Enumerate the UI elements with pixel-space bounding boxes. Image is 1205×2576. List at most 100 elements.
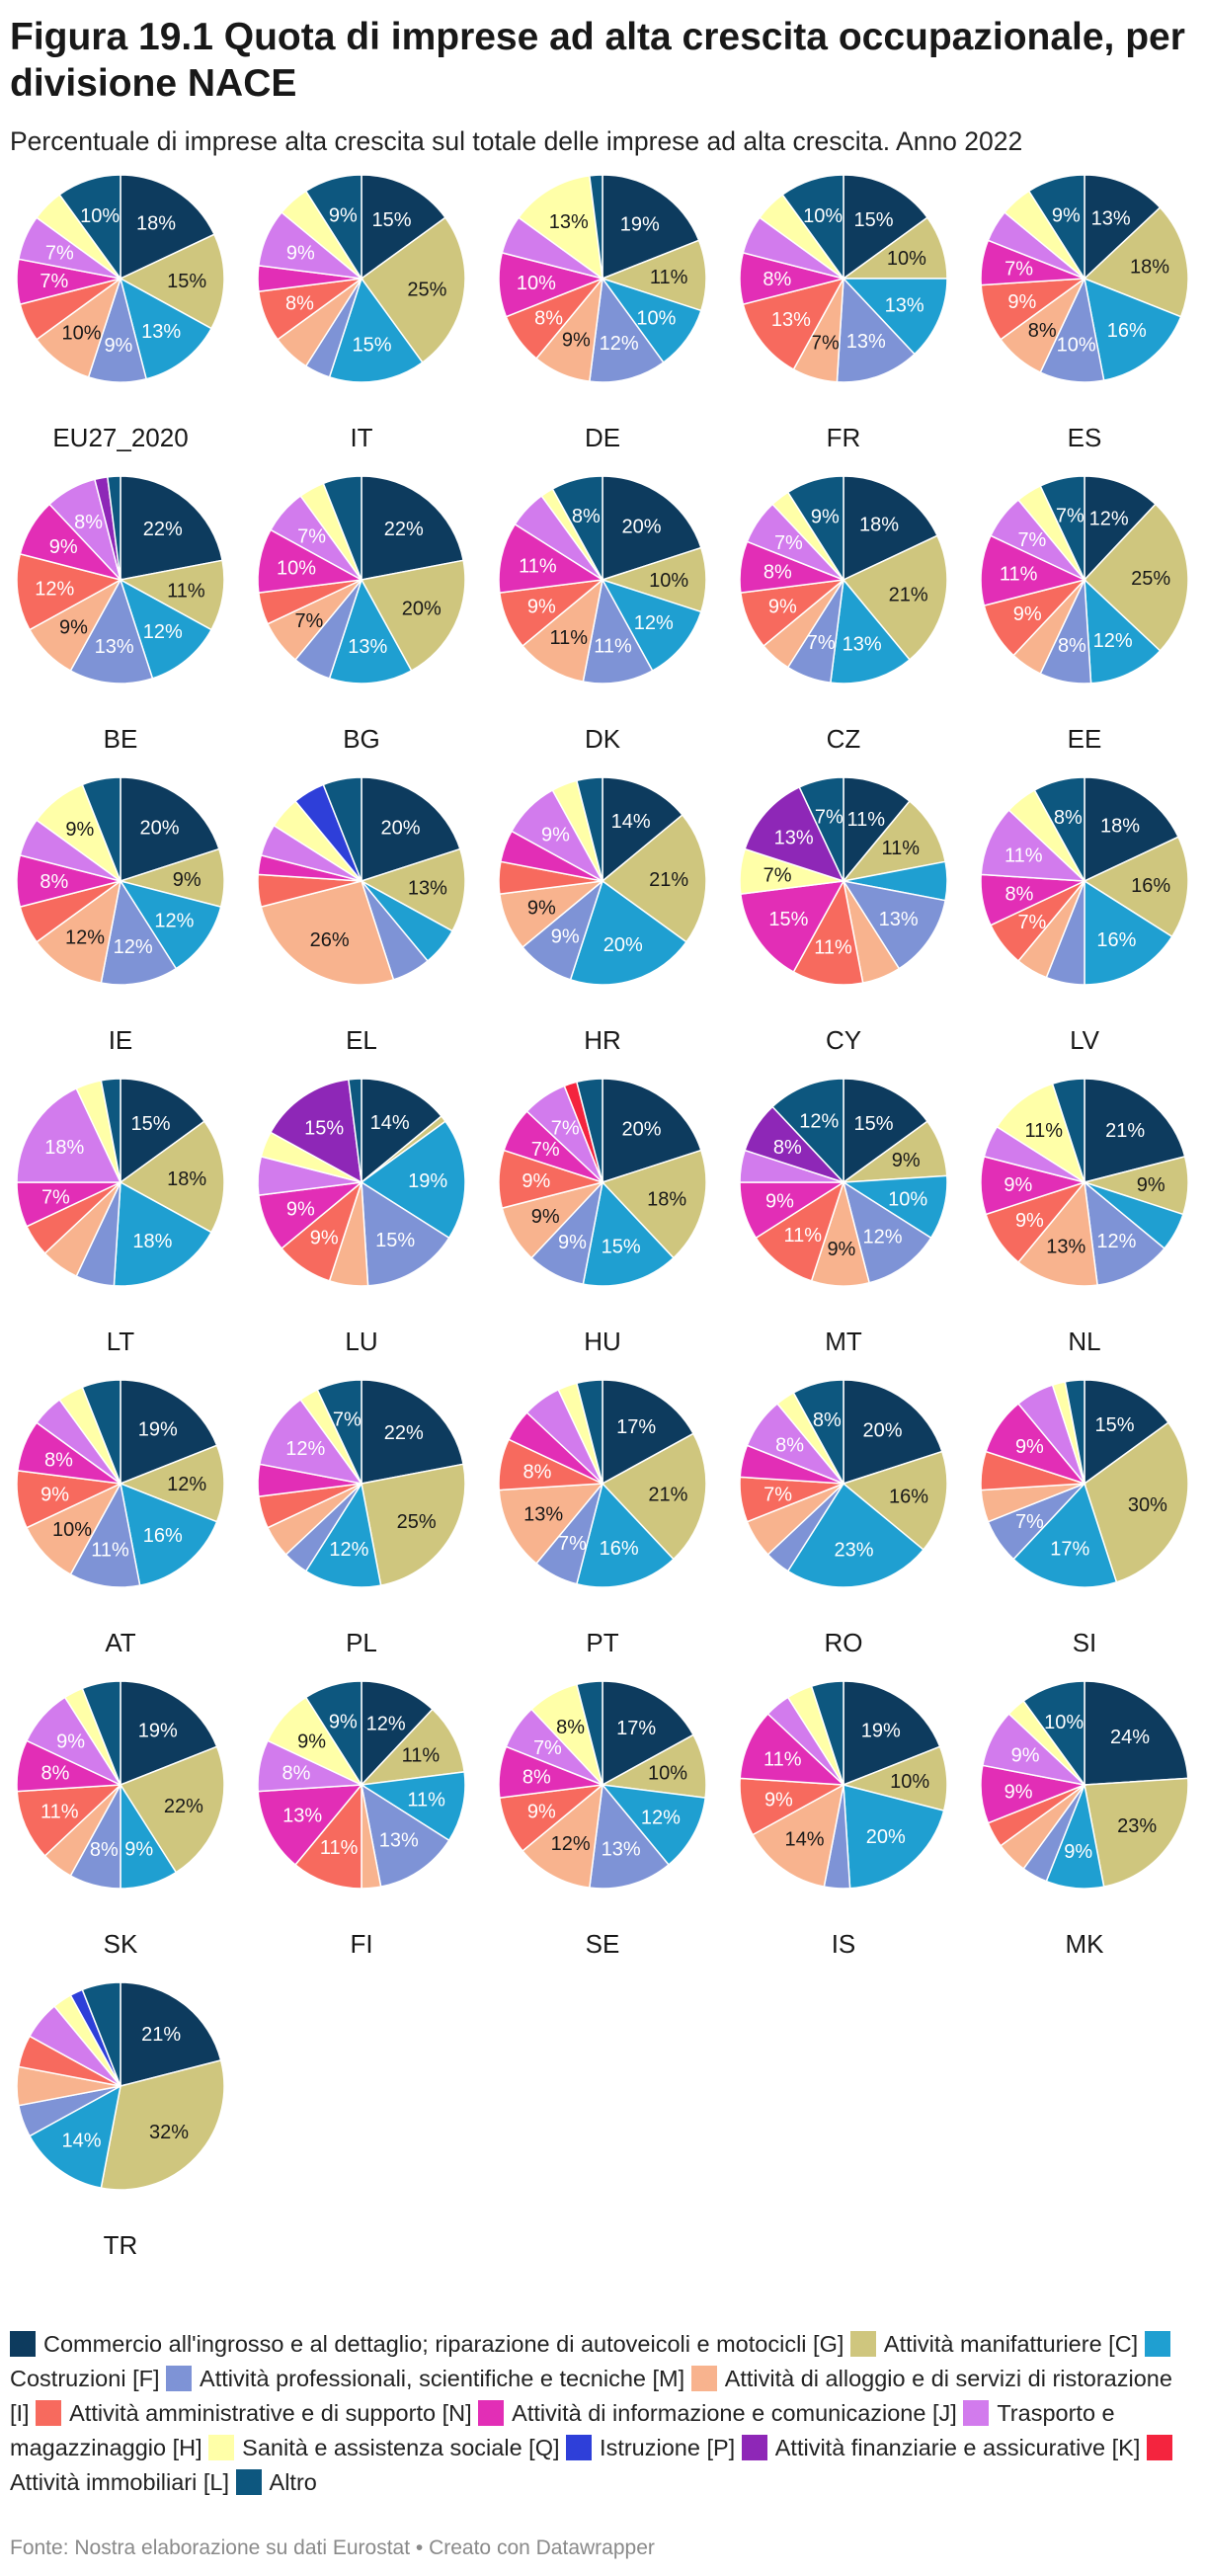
value-label-IE-J: 8% (40, 871, 68, 893)
country-label-LT: LT (107, 1327, 135, 1356)
value-label-HU-J: 7% (531, 1139, 560, 1161)
slice-EU27_2020-G (120, 174, 216, 281)
value-label-FR-J: 8% (763, 269, 791, 290)
slice-PT-C (601, 1432, 707, 1561)
pie-PL: 22% 25% 12% 12% 7% PL (257, 1379, 466, 1657)
slice-BE-O (107, 475, 121, 581)
slice-FR-G (843, 174, 928, 281)
slice-MT-O (771, 1078, 844, 1184)
slice-AT-F (120, 1482, 218, 1587)
legend-item-L: Attività immobiliari [L] (10, 2435, 1180, 2495)
slice-IT-G (361, 174, 446, 281)
value-label-IE-I: 12% (65, 927, 105, 949)
slice-LU-M (361, 1180, 450, 1287)
value-label-CZ-G: 18% (859, 514, 899, 535)
value-label-LU-K: 15% (304, 1117, 344, 1139)
value-label-FR-I: 7% (811, 333, 840, 355)
value-label-CY-K: 13% (774, 828, 814, 849)
slice-HU-G (602, 1078, 702, 1184)
value-label-IT-H: 9% (286, 242, 315, 264)
legend-label-C: Attività manifatturiere [C] (883, 2331, 1139, 2357)
slice-ES-F (1084, 277, 1182, 382)
value-label-LU-F: 19% (408, 1170, 447, 1192)
slice-DK-I (522, 578, 604, 684)
value-label-CZ-M: 7% (807, 632, 836, 654)
slice-IS-I (751, 1783, 845, 1889)
value-label-AT-M: 11% (91, 1539, 129, 1561)
pie-MT: 15%9%10%12%9%11%9%8%12%MT (739, 1078, 948, 1356)
value-label-SE-G: 17% (616, 1718, 656, 1739)
slice-PT-I (498, 1483, 604, 1565)
value-label-ES-I: 8% (1028, 320, 1057, 342)
pie-BE: 22% 11% 12% 13% 9% 12% 9% 8% BE (16, 475, 225, 754)
slice-LV-O (1033, 776, 1085, 882)
slice-PT-O (575, 1379, 603, 1485)
value-label-CZ-J: 8% (763, 562, 792, 584)
pie-EE: 12% 25% 12% 8% 9% 11% 7% 7% EE (980, 475, 1189, 754)
pie-IT: 15% 25% 15% 8% 9% 9% IT (257, 174, 466, 452)
country-label-DE: DE (585, 423, 620, 452)
value-label-PL-F: 12% (329, 1539, 368, 1561)
slice-FR-M (836, 277, 916, 383)
value-label-EU27_2020-H: 7% (45, 242, 74, 264)
value-label-IE-F: 12% (154, 911, 194, 932)
slice-LV-C (1083, 836, 1189, 938)
country-label-BE: BE (104, 724, 138, 754)
value-label-SI-J: 9% (1015, 1436, 1044, 1458)
value-label-DE-C: 11% (650, 267, 688, 288)
slice-PL-C (361, 1463, 466, 1587)
slice-TR-G (120, 1981, 222, 2087)
value-label-HU-C: 18% (647, 1189, 686, 1211)
value-label-IE-M: 12% (114, 936, 153, 958)
slice-IS-F (843, 1784, 945, 1890)
value-label-LT-H: 18% (44, 1137, 84, 1159)
slice-RO-F (786, 1482, 924, 1588)
value-label-SK-G: 19% (138, 1720, 178, 1741)
value-label-IS-I: 14% (784, 1828, 824, 1850)
legend-swatch-G (10, 2331, 36, 2357)
value-label-LT-F: 18% (132, 1231, 172, 1252)
value-label-FR-N: 13% (771, 309, 811, 331)
value-label-PL-G: 22% (384, 1422, 424, 1444)
country-label-TR: TR (104, 2230, 138, 2260)
value-label-RO-G: 20% (862, 1420, 902, 1442)
slice-HU-O (575, 1078, 603, 1183)
value-label-AT-F: 16% (143, 1525, 183, 1547)
slice-CY-M (842, 879, 947, 970)
slice-LU-G (361, 1078, 442, 1184)
slice-SI-C (1084, 1421, 1189, 1583)
value-label-FR-C: 10% (887, 248, 926, 270)
slice-LU-K (269, 1078, 362, 1184)
slice-FR-O (781, 174, 844, 282)
slice-BE-M (69, 578, 154, 684)
legend-swatch-Q (208, 2435, 235, 2460)
value-label-PT-G: 17% (616, 1416, 656, 1438)
value-label-PL-H: 12% (285, 1438, 325, 1460)
slice-FI-F (359, 1771, 466, 1842)
pie-RO: 20% 16% 23% 7% 8% 8% RO (739, 1379, 948, 1657)
value-label-FI-C: 11% (402, 1745, 441, 1767)
legend-swatch-H (963, 2400, 990, 2426)
value-label-SK-N: 11% (40, 1802, 79, 1823)
value-label-SE-F: 12% (641, 1807, 681, 1828)
slice-BE-F (119, 578, 213, 680)
slice-SK-O (81, 1680, 121, 1786)
slice-IE-G (120, 776, 220, 883)
value-label-BE-N: 12% (35, 578, 74, 600)
value-label-IS-C: 10% (890, 1771, 929, 1793)
value-label-MK-F: 9% (1064, 1841, 1092, 1863)
value-label-DE-N: 8% (534, 308, 563, 330)
slice-SI-G (1084, 1379, 1169, 1486)
country-label-FR: FR (827, 423, 861, 452)
legend-item-N: Attività amministrative e di supporto [N… (36, 2400, 472, 2426)
legend-swatch-N (36, 2400, 62, 2426)
value-label-LU-J: 9% (286, 1199, 315, 1221)
value-label-CZ-N: 9% (768, 597, 797, 618)
pie-ES: 13% 18% 16% 10%8% 9% 7% 9% ES (980, 174, 1189, 452)
value-label-MK-C: 23% (1117, 1815, 1157, 1837)
value-label-MT-G: 15% (853, 1113, 893, 1135)
slice-CY-C (842, 800, 947, 883)
value-label-ES-J: 7% (1004, 259, 1033, 281)
country-label-IE: IE (109, 1025, 133, 1055)
legend-swatch-F (1144, 2331, 1170, 2357)
